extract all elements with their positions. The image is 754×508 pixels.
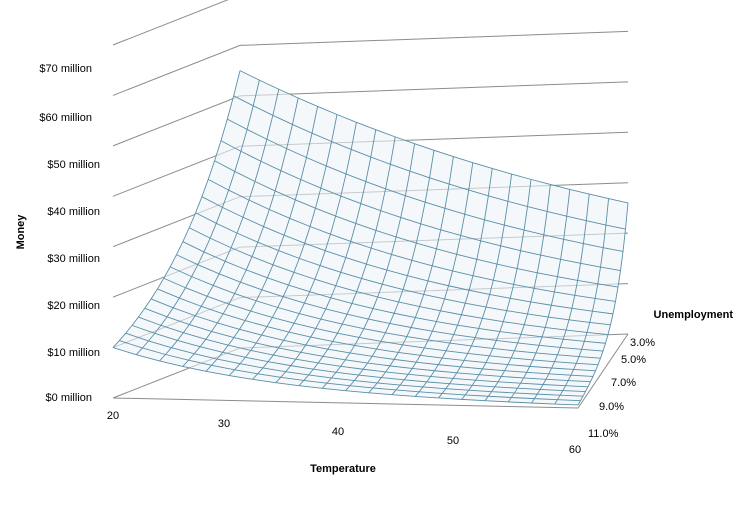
x-tick-label: 30 — [218, 418, 230, 430]
surface-line-unemployment — [227, 118, 624, 252]
y-tick-label: $0 million — [46, 392, 92, 404]
chart-floor — [112, 333, 629, 409]
surface-line-unemployment — [119, 340, 581, 402]
y-tick-label: $10 million — [47, 347, 100, 359]
y-axis-title: Money — [15, 214, 27, 250]
depth-tick-label: 9.0% — [599, 401, 624, 413]
surface-line-unemployment — [220, 140, 621, 272]
surface-line-unemployment — [233, 95, 626, 230]
depth-tick-label: 11.0% — [588, 428, 619, 440]
surface-line-unemployment — [188, 227, 609, 336]
x-axis-title: Temperature — [310, 463, 376, 475]
x-tick-label: 50 — [447, 435, 459, 447]
depth-tick-label: 3.0% — [630, 337, 655, 349]
y-tick-label: $70 million — [39, 63, 92, 75]
x-tick-label: 60 — [569, 444, 581, 456]
depth-axis-title: Unemployment — [654, 309, 734, 321]
surface-line-unemployment — [239, 70, 629, 204]
horizontal-gridline — [112, 30, 629, 96]
surface-line-unemployment — [182, 241, 606, 344]
floor-edge — [112, 333, 629, 409]
y-tick-label: $50 million — [47, 159, 100, 171]
surface-line-unemployment — [150, 298, 594, 377]
surface-line-unemployment — [157, 288, 596, 372]
y-tick-label: $60 million — [39, 112, 92, 124]
surface-line-unemployment — [144, 307, 591, 383]
depth-tick-label: 5.0% — [621, 354, 646, 366]
x-axis-ticks: 20 30 40 50 60 — [107, 410, 581, 456]
surface-line-unemployment — [201, 196, 614, 315]
x-tick-label: 40 — [332, 426, 344, 438]
surface-line-unemployment — [195, 212, 611, 326]
y-tick-label: $20 million — [47, 300, 100, 312]
surface-line-unemployment — [214, 160, 619, 288]
surface-line-unemployment — [176, 254, 604, 352]
surface-mesh — [112, 70, 629, 406]
y-axis-ticks: $0 million $10 million $20 million $30 m… — [39, 63, 100, 404]
surface-fill — [113, 70, 628, 405]
x-tick-label: 20 — [107, 410, 119, 422]
depth-tick-label: 7.0% — [611, 377, 636, 389]
surface-line-unemployment — [208, 178, 616, 302]
horizontal-gridline — [112, 0, 229, 46]
surface-line-unemployment — [131, 324, 586, 393]
surface-line-unemployment — [163, 277, 599, 366]
surface-line-unemployment — [125, 332, 584, 397]
depth-axis-ticks: 3.0% 5.0% 7.0% 9.0% 11.0% — [588, 337, 655, 440]
surface-line-unemployment — [169, 266, 601, 359]
surface-line-unemployment — [138, 316, 589, 388]
y-tick-label: $30 million — [47, 253, 100, 265]
surface-line-unemployment — [112, 347, 579, 406]
y-tick-label: $40 million — [47, 206, 100, 218]
